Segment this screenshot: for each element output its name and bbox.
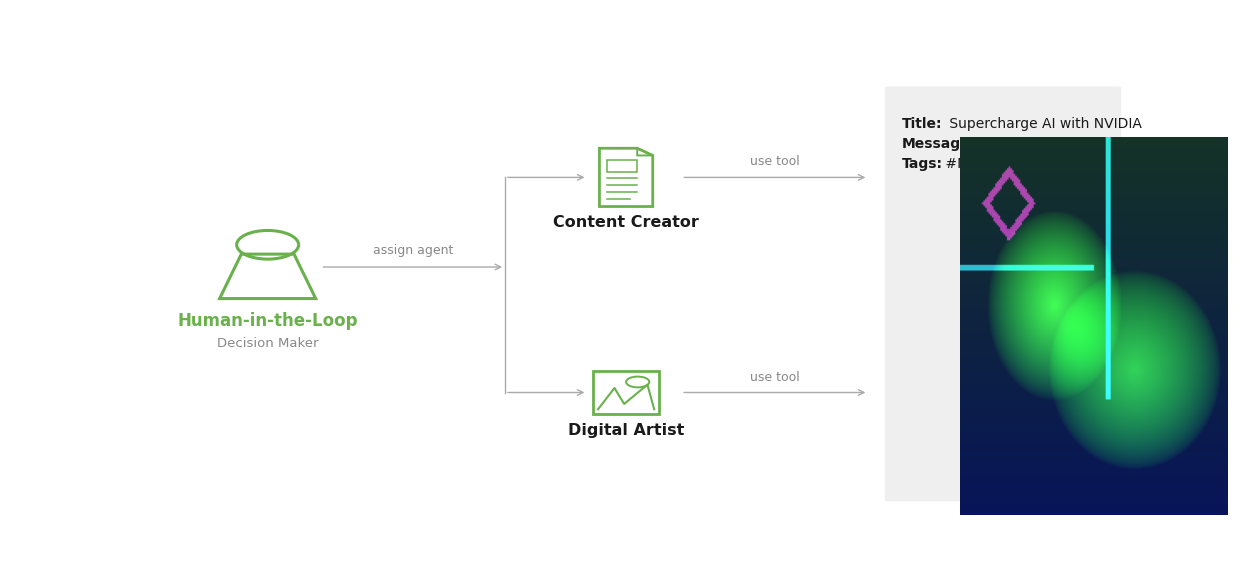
Text: Content Creator: Content Creator — [554, 215, 699, 230]
Text: assign agent: assign agent — [372, 244, 452, 257]
Text: ...: ... — [968, 137, 985, 151]
Text: Message:: Message: — [902, 137, 976, 151]
Text: Title:: Title: — [902, 117, 942, 131]
Text: #NVIDIA , #AI, #NIM: #NVIDIA , #AI, #NIM — [941, 157, 1090, 171]
Text: Digital Artist: Digital Artist — [568, 423, 684, 438]
Text: use tool: use tool — [750, 371, 800, 384]
Text: Decision Maker: Decision Maker — [217, 336, 319, 350]
Text: Supercharge AI with NVIDIA: Supercharge AI with NVIDIA — [945, 117, 1141, 131]
Text: Human-in-the-Loop: Human-in-the-Loop — [177, 312, 358, 330]
Text: use tool: use tool — [750, 155, 800, 168]
FancyBboxPatch shape — [885, 86, 1121, 502]
Text: Tags:: Tags: — [902, 157, 944, 171]
